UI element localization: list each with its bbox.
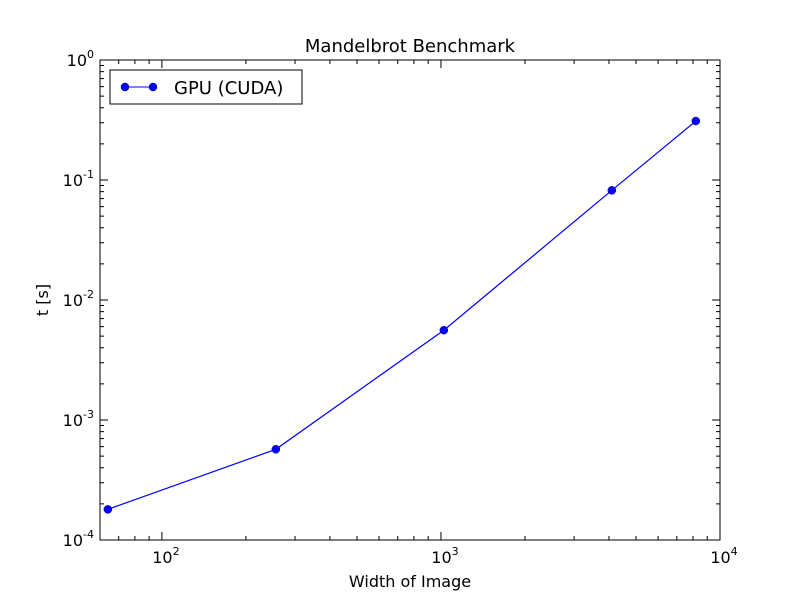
x-axis-label: Width of Image [349, 572, 471, 591]
tick-label-exponent: -2 [83, 288, 94, 301]
y-tick-label: 10-2 [63, 288, 94, 310]
tick-label-exponent: -3 [83, 408, 94, 421]
y-axis-label: t [s] [33, 284, 52, 316]
tick-label-base: 10 [63, 171, 83, 190]
legend: GPU (CUDA) [109, 69, 303, 105]
legend-marker [148, 82, 158, 92]
y-tick-label: 10-4 [63, 528, 94, 550]
legend-label: GPU (CUDA) [174, 78, 283, 99]
tick-label-base: 10 [431, 548, 451, 567]
data-point [271, 445, 281, 454]
plot-area [99, 59, 721, 541]
y-tick-label: 10-3 [63, 408, 94, 430]
x-tick-label: 104 [710, 545, 737, 567]
legend-marker [120, 82, 130, 92]
series-layer [103, 116, 701, 514]
data-point [439, 325, 449, 335]
chart-title: Mandelbrot Benchmark [305, 36, 516, 57]
tick-label-base: 10 [63, 411, 83, 430]
tick-label-exponent: 4 [731, 545, 738, 558]
tick-label-exponent: -1 [83, 168, 94, 181]
tick-label-base: 10 [152, 548, 172, 567]
tick-label-base: 10 [63, 291, 83, 310]
tick-label-exponent: 0 [87, 48, 94, 61]
x-tick-label: 103 [431, 545, 458, 567]
tick-label-base: 10 [67, 51, 87, 70]
tick-label-exponent: 3 [452, 545, 459, 558]
y-tick-label: 10-1 [63, 168, 94, 190]
y-tick-label: 100 [67, 48, 94, 70]
tick-label-base: 10 [710, 548, 730, 567]
x-tick-label: 102 [152, 545, 179, 567]
data-point [691, 116, 701, 126]
series-line [107, 120, 697, 510]
data-point [103, 505, 113, 514]
tick-label-exponent: 2 [173, 545, 180, 558]
tick-label-exponent: -4 [83, 528, 94, 541]
data-point [607, 186, 617, 195]
tick-label-base: 10 [63, 531, 83, 550]
